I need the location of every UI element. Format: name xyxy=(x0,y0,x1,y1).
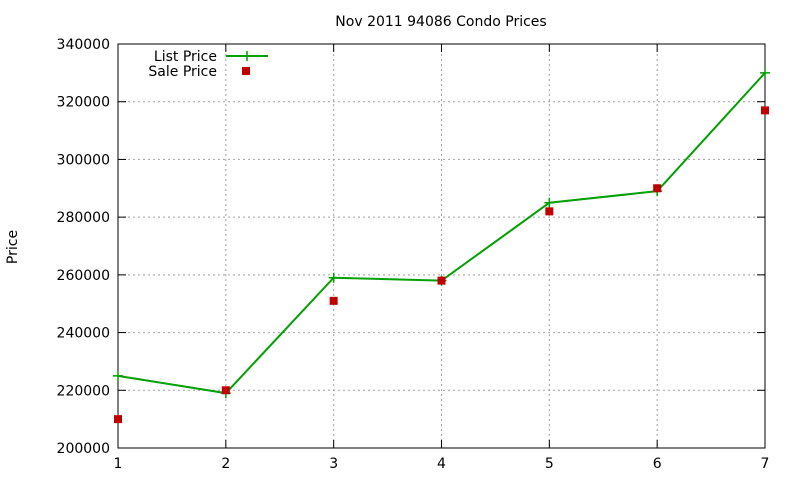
y-tick-label: 280000 xyxy=(57,210,110,226)
y-axis-label: Price xyxy=(5,230,21,264)
list-price-point xyxy=(113,370,123,381)
sale-price-point xyxy=(114,415,122,424)
y-tick-label: 320000 xyxy=(57,95,110,111)
list-price-point xyxy=(760,67,770,78)
x-tick-label: 4 xyxy=(437,456,446,472)
y-tick-label: 340000 xyxy=(57,37,110,53)
legend-label-sale-price: Sale Price xyxy=(148,64,217,80)
list-price-point xyxy=(544,197,555,208)
series-area xyxy=(113,67,770,424)
chart-title: Nov 2011 94086 Condo Prices xyxy=(335,14,546,30)
y-tick-label: 240000 xyxy=(57,326,110,342)
axis-ticks: 200000 220000 240000 260000 280000 300000 3200… xyxy=(57,37,770,472)
sale-price-point xyxy=(437,276,446,285)
y-tick-label: 220000 xyxy=(57,383,110,399)
legend-swatch-sale-price xyxy=(242,67,250,75)
x-tick-label: 5 xyxy=(545,456,554,472)
y-tick-label: 260000 xyxy=(57,268,110,284)
list-price-point xyxy=(328,272,339,283)
x-tick-label: 2 xyxy=(221,456,230,472)
x-tick-label: 1 xyxy=(114,456,123,472)
legend-label-list-price: List Price xyxy=(154,49,217,65)
x-tick-label: 3 xyxy=(329,456,338,472)
sale-price-point xyxy=(761,106,769,115)
sale-price-point xyxy=(545,207,554,216)
y-tick-label: 300000 xyxy=(57,152,110,168)
sale-price-point xyxy=(329,296,338,305)
sale-price-point xyxy=(653,184,662,193)
y-tick-label: 200000 xyxy=(57,441,110,457)
grid xyxy=(118,44,765,448)
x-tick-label: 7 xyxy=(761,456,770,472)
sale-price-point xyxy=(221,386,230,395)
x-tick-label: 6 xyxy=(653,456,662,472)
